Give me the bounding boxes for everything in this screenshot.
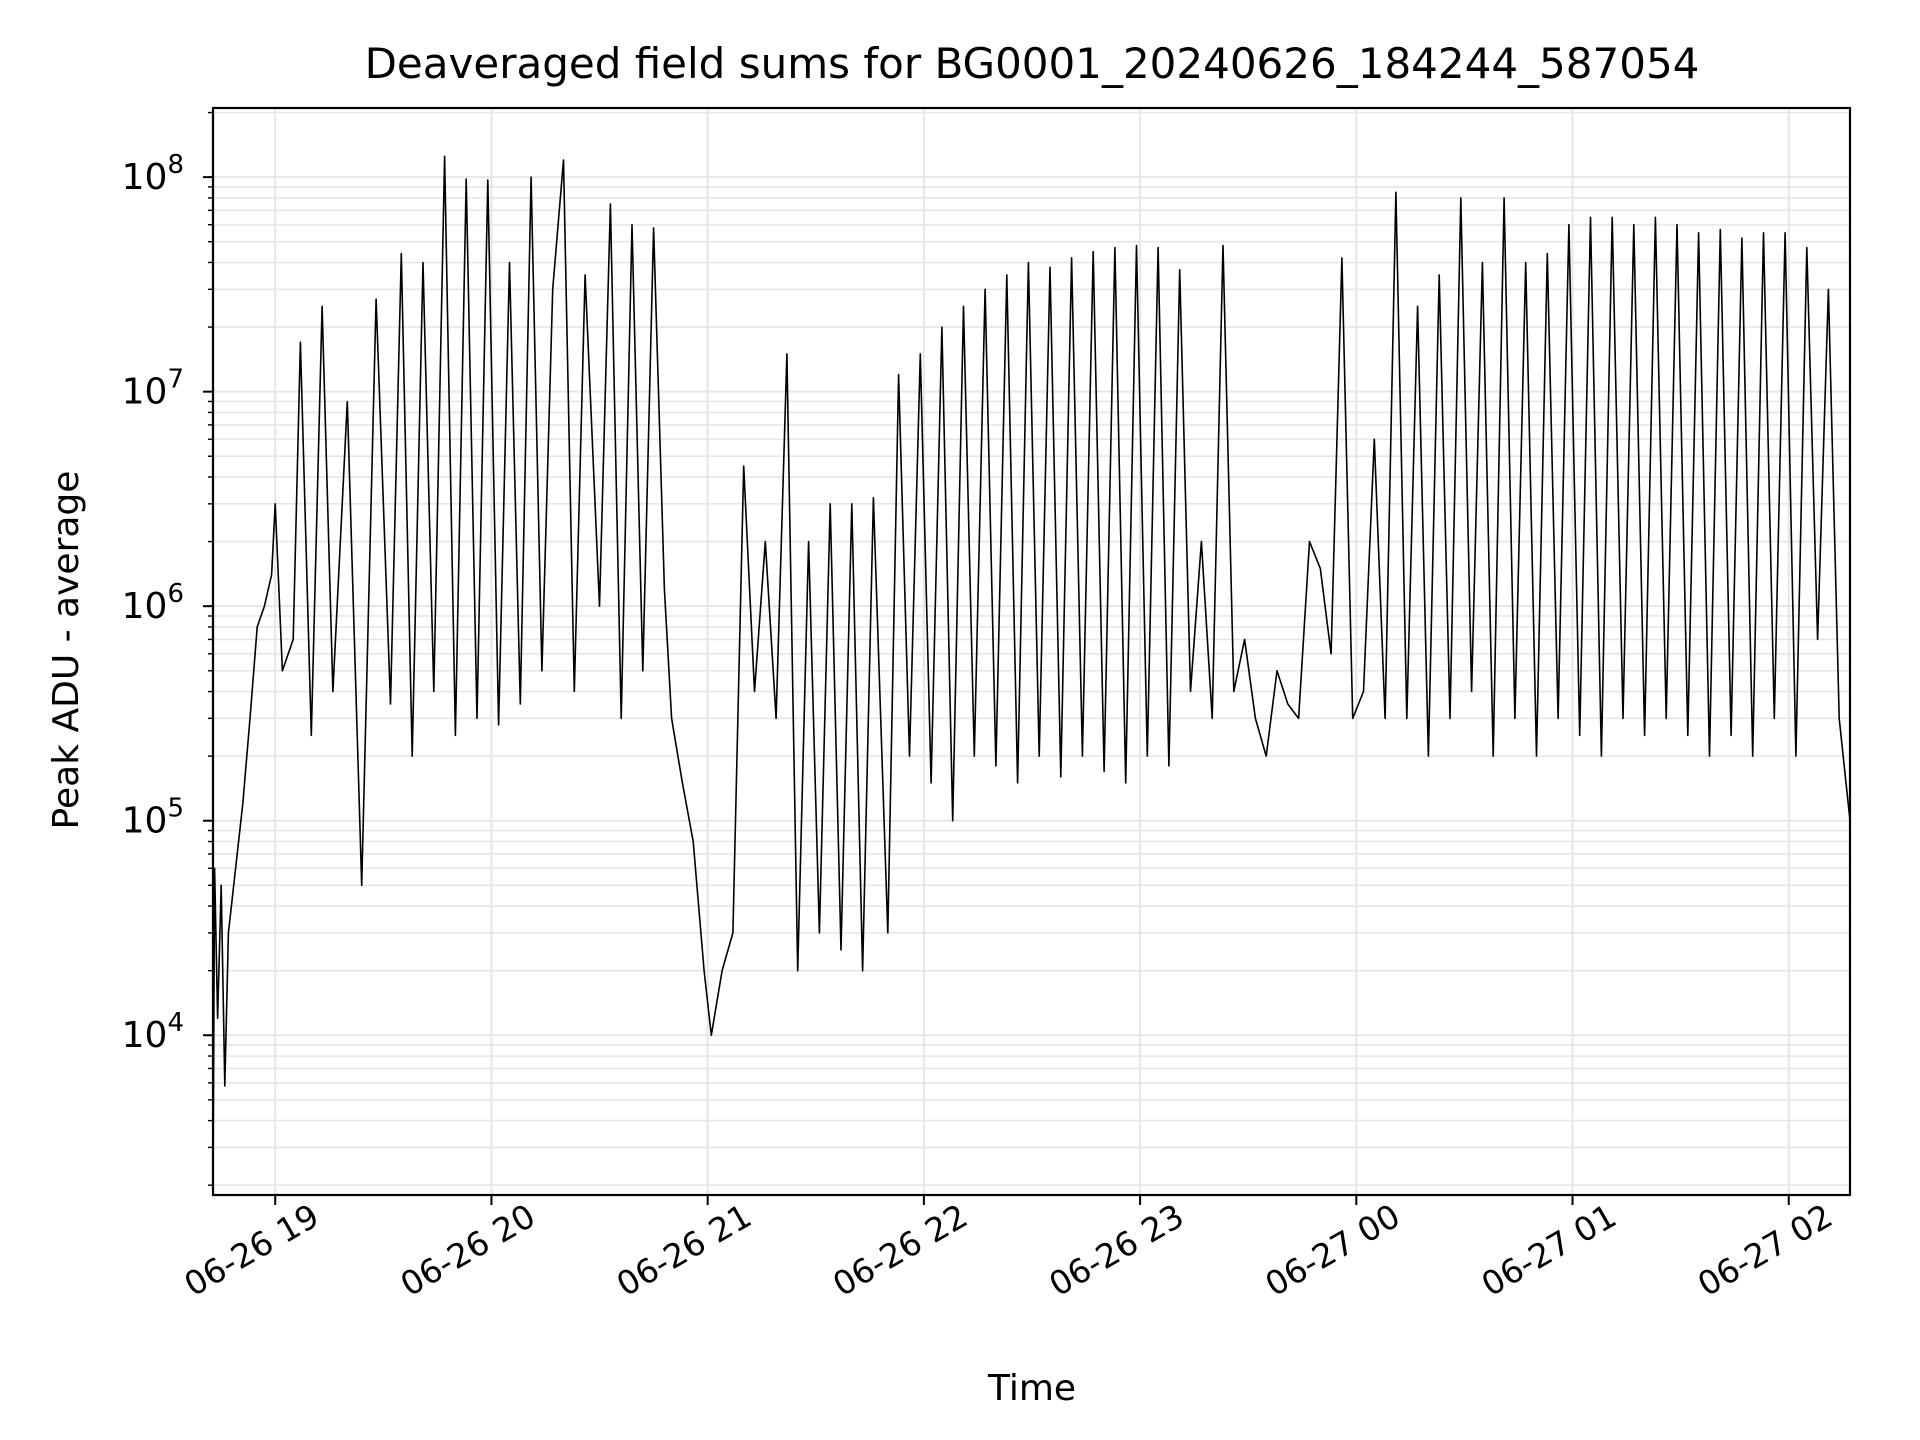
y-tick-label: 108 xyxy=(122,150,184,198)
y-tick-label: 106 xyxy=(122,579,184,627)
y-tick-base: 10 xyxy=(122,801,168,842)
y-tick-label: 104 xyxy=(122,1008,184,1056)
y-tick-exponent: 8 xyxy=(167,150,184,180)
series-line xyxy=(212,155,1851,1196)
chart-title: Deaveraged field sums for BG0001_2024062… xyxy=(365,39,1700,88)
y-tick-base: 10 xyxy=(122,586,168,627)
y-tick-exponent: 7 xyxy=(167,365,184,395)
y-tick-label: 107 xyxy=(122,365,184,413)
y-axis-label: Peak ADU - average xyxy=(46,471,87,830)
plot-frame xyxy=(211,106,1852,1197)
y-tick-label: 105 xyxy=(122,794,184,842)
y-tick-base: 10 xyxy=(122,1015,168,1056)
series-layer xyxy=(212,155,1851,1196)
y-tick-exponent: 5 xyxy=(167,794,184,824)
y-tick-exponent: 4 xyxy=(167,1008,184,1038)
grid-layer xyxy=(213,108,1850,1195)
y-tick-base: 10 xyxy=(122,372,168,413)
y-tick-exponent: 6 xyxy=(167,579,184,609)
y-tick-base: 10 xyxy=(122,157,168,198)
x-axis-label: Time xyxy=(987,1368,1076,1409)
